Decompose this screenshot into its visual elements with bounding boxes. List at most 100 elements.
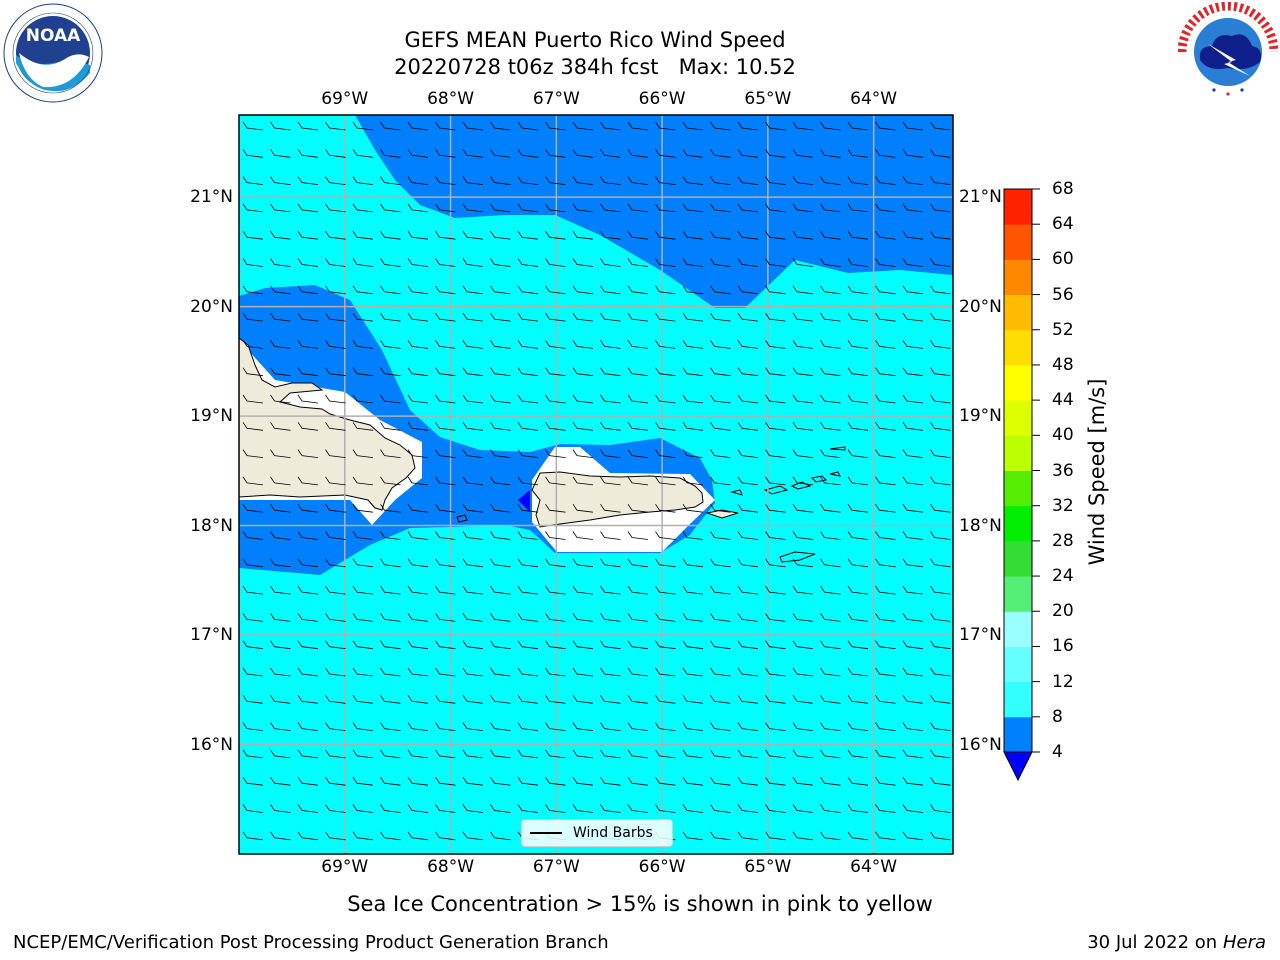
wind-barb: [242, 203, 264, 213]
wind-barb: [792, 476, 814, 486]
wind-barb: [517, 613, 539, 622]
wind-barb: [875, 585, 896, 595]
wind-barb: [490, 367, 511, 377]
wind-barb: [352, 640, 374, 650]
wind-barb: [325, 203, 346, 213]
wind-barb: [820, 613, 841, 622]
wind-barb: [737, 230, 759, 240]
colorbar-segment: [1004, 224, 1032, 260]
wind-barb: [737, 449, 759, 458]
wind-barb: [627, 394, 649, 404]
wind-barb: [875, 695, 896, 704]
wind-barb: [847, 203, 869, 213]
wind-barb: [242, 667, 264, 677]
wind-barb: [545, 449, 566, 458]
wind-barb: [930, 531, 951, 540]
wind-barb: [270, 203, 291, 213]
wind-barb: [407, 230, 429, 240]
colorbar-segment: [1004, 189, 1032, 225]
wind-barb: [792, 149, 814, 158]
wind-barb: [627, 531, 649, 540]
colorbar-tick-label: 24: [1052, 566, 1074, 587]
wind-barb: [297, 804, 319, 813]
wind-barb: [490, 776, 511, 786]
wind-barb: [792, 121, 814, 131]
wind-barb: [875, 230, 896, 240]
wind-barb: [490, 640, 511, 650]
wind-barb: [242, 285, 264, 295]
wind-barb: [627, 367, 649, 377]
colorbar-tick-label: 12: [1052, 671, 1074, 692]
wind-barb: [297, 503, 319, 513]
wind-barb: [627, 203, 649, 213]
colorbar-tick-label: 60: [1052, 249, 1074, 270]
wind-barb: [627, 422, 649, 431]
wind-barb: [627, 285, 649, 295]
wind-barb: [655, 640, 676, 650]
wind-barb: [875, 312, 896, 322]
wind-barb: [407, 422, 429, 431]
wind-barb: [462, 776, 484, 786]
wind-barb: [930, 585, 951, 595]
wind-barb: [600, 667, 621, 677]
lat-tick-right: 20°N: [959, 296, 1002, 317]
wind-barb: [737, 121, 759, 131]
wind-barb: [600, 613, 621, 622]
footer-machine: Hera: [1222, 932, 1266, 953]
wind-barb: [435, 449, 456, 458]
colorbar-tick-label: 52: [1052, 319, 1074, 340]
wind-barb: [682, 203, 704, 213]
wind-barb: [545, 121, 566, 131]
wind-barb: [380, 149, 401, 158]
wind-barb: [737, 558, 759, 568]
wind-barb: [627, 258, 649, 267]
wind-barb: [792, 312, 814, 322]
wind-barb: [270, 640, 291, 650]
wind-barb: [242, 121, 264, 131]
wind-barb: [242, 340, 264, 349]
wind-barb: [627, 695, 649, 704]
wind-barb: [792, 695, 814, 704]
wind-barb: [242, 394, 264, 404]
wind-barb: [682, 831, 704, 841]
wind-barb: [847, 176, 869, 185]
wind-barb: [682, 340, 704, 349]
wind-barb: [462, 722, 484, 731]
wind-barb: [765, 476, 786, 486]
wind-barb: [380, 394, 401, 404]
wind-barb: [435, 776, 456, 786]
wind-barb: [737, 804, 759, 813]
wind-barb: [325, 558, 346, 568]
wind-barb: [737, 667, 759, 677]
wind-barb: [490, 203, 511, 213]
wind-barb: [655, 667, 676, 677]
wind-barb: [572, 258, 594, 267]
wind-barb: [325, 449, 346, 458]
wind-barb: [242, 804, 264, 813]
wind-barb: [517, 776, 539, 786]
wind-barb: [820, 340, 841, 349]
wind-barb: [380, 476, 401, 486]
wind-barbs-layer: [242, 121, 951, 841]
wind-barb: [875, 613, 896, 622]
wind-barb: [627, 176, 649, 185]
wind-barb: [545, 476, 566, 486]
wind-barb: [600, 312, 621, 322]
wind-barb: [737, 640, 759, 650]
wind-barb: [407, 640, 429, 650]
wind-barb: [517, 258, 539, 267]
wind-barb: [545, 340, 566, 349]
wind-barb: [380, 230, 401, 240]
wind-barb: [462, 503, 484, 513]
wind-barb: [765, 640, 786, 650]
wind-barb: [517, 640, 539, 650]
colorbar-segment: [1004, 646, 1032, 683]
wind-barb: [792, 230, 814, 240]
wind-barb: [765, 422, 786, 431]
wind-barb: [627, 449, 649, 458]
wind-barb: [682, 776, 704, 786]
wind-barb: [297, 667, 319, 677]
wind-barb: [902, 149, 924, 158]
wind-barb: [270, 149, 291, 158]
wind-barb: [710, 667, 731, 677]
